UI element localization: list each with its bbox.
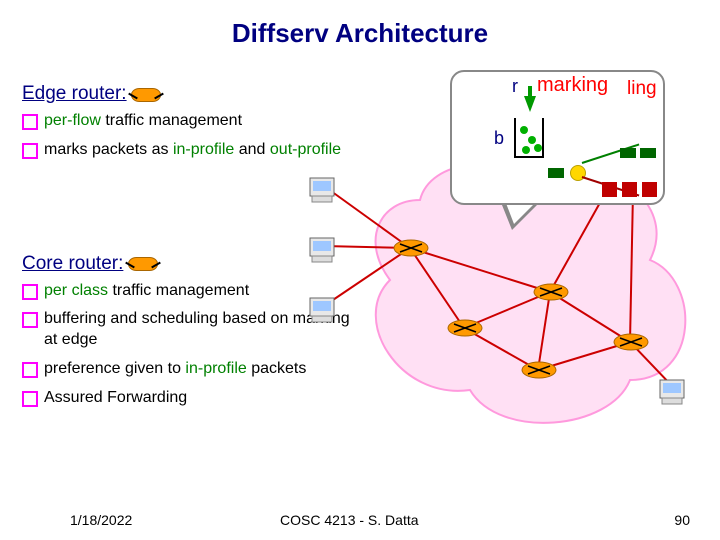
token-bucket-icon xyxy=(514,118,544,158)
bullet-text: per-flow xyxy=(44,112,101,129)
bullet-text: packets xyxy=(247,360,307,377)
bullet-text: in-profile xyxy=(173,141,234,158)
slide-title: Diffserv Architecture xyxy=(0,0,720,59)
packet-red-icon xyxy=(642,182,657,197)
label-b: b xyxy=(494,128,504,149)
token-dot-icon xyxy=(534,144,542,152)
footer-center: COSC 4213 - S. Datta xyxy=(280,512,419,528)
bullet-text: and xyxy=(234,141,270,158)
bullet-text: traffic management xyxy=(108,282,249,299)
packet-green-icon xyxy=(620,148,636,158)
packet-green-icon xyxy=(640,148,656,158)
bullet-text: traffic management xyxy=(101,112,242,129)
label-ling: ling xyxy=(627,78,657,100)
packet-green-icon xyxy=(548,168,564,178)
rate-arrow-icon xyxy=(524,96,536,112)
core-router-icon xyxy=(128,257,158,271)
core-heading: Core router: xyxy=(22,253,123,275)
token-dot-icon xyxy=(520,126,528,134)
packet-red-icon xyxy=(602,182,617,197)
edge-heading: Edge router: xyxy=(22,83,127,105)
label-r: r xyxy=(512,76,518,97)
bullet-text: preference given to xyxy=(44,360,185,377)
bullet-text: marks packets as xyxy=(44,141,173,158)
edge-router-icon xyxy=(131,88,161,102)
bullet-text: per class xyxy=(44,282,108,299)
token-dot-icon xyxy=(528,136,536,144)
footer-page: 90 xyxy=(674,512,690,528)
footer-date: 1/18/2022 xyxy=(70,512,132,528)
label-marking: marking xyxy=(537,74,608,97)
marking-callout: r marking ling b xyxy=(450,70,665,205)
bullet-text: in-profile xyxy=(185,360,246,377)
token-dot-icon xyxy=(522,146,530,154)
packet-red-icon xyxy=(622,182,637,197)
